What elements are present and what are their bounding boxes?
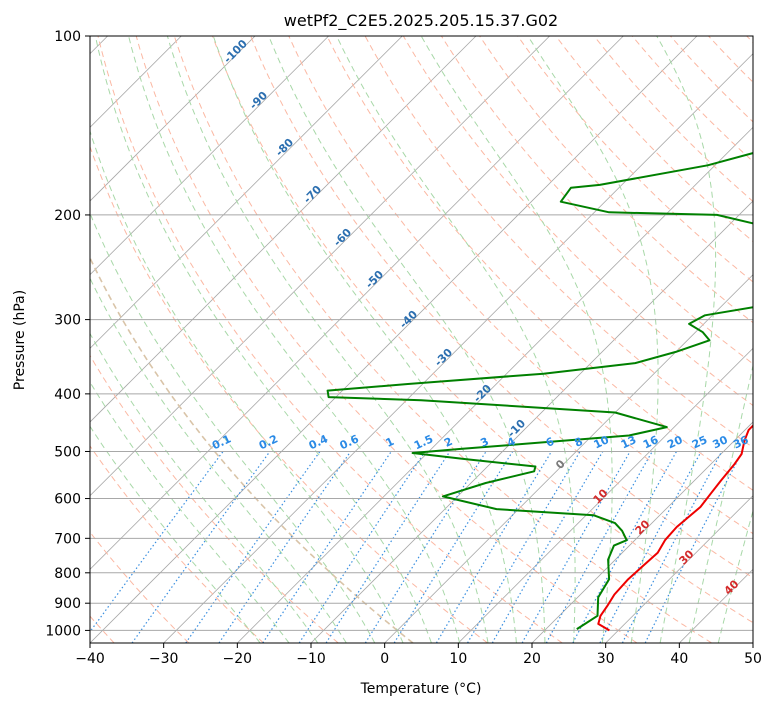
mixing-ratio-line xyxy=(131,451,271,643)
moist-adiabat xyxy=(90,332,319,643)
y-tick-label: 800 xyxy=(54,566,81,582)
mixing-ratio-line xyxy=(599,451,702,643)
isotherm-line xyxy=(90,36,329,276)
moist-adiabat xyxy=(420,36,613,643)
y-tick-label: 500 xyxy=(54,444,81,460)
isotherm-line xyxy=(531,421,753,643)
y-tick-label: 900 xyxy=(54,596,81,612)
dry-adiabat xyxy=(326,36,753,491)
moist-adiabat xyxy=(90,211,376,643)
y-axis-label: Pressure (hPa) xyxy=(12,290,28,390)
mixing-ratio-line xyxy=(572,451,678,643)
mixing-ratio-line xyxy=(435,451,553,643)
y-tick-label: 700 xyxy=(54,531,81,547)
moist-adiabat xyxy=(90,425,261,643)
profiles xyxy=(326,152,753,632)
mixing-ratio-label: 13 xyxy=(619,433,638,451)
y-tick-label: 1000 xyxy=(45,623,81,639)
mixing-ratio-line xyxy=(218,451,352,643)
x-tick-label: 10 xyxy=(449,651,467,667)
mixing-ratio-line xyxy=(545,451,653,643)
isotherm-line xyxy=(90,36,256,202)
x-tick-label: 50 xyxy=(744,651,762,667)
mixing-ratio-line xyxy=(298,451,426,643)
temperature-line xyxy=(597,424,753,632)
isotherm-line xyxy=(90,36,403,349)
mixing-ratio-line xyxy=(364,451,487,643)
x-tick-label: 40 xyxy=(670,651,688,667)
isotherm-line xyxy=(458,347,753,643)
y-axis: 100 200 300 400 500 600 700 800 900 1000 xyxy=(45,29,90,639)
x-tick-label: −10 xyxy=(296,651,326,667)
moist-adiabat xyxy=(94,36,432,643)
x-axis: −40 −30 −20 −10 0 10 20 30 40 50 xyxy=(75,643,762,667)
isotherm-line xyxy=(90,36,624,570)
isotherm-line xyxy=(90,36,477,423)
moist-adiabat xyxy=(90,277,347,643)
moist-adiabat xyxy=(166,36,489,643)
x-axis-label: Temperature (°C) xyxy=(360,681,482,697)
moist-adiabat xyxy=(90,381,290,643)
x-tick-label: 30 xyxy=(597,651,615,667)
x-tick-label: −30 xyxy=(149,651,179,667)
background-grid xyxy=(90,36,753,643)
x-tick-label: −40 xyxy=(75,651,105,667)
dry-adiabat xyxy=(212,36,753,624)
dry-adiabat xyxy=(288,36,753,535)
dry-adiabat xyxy=(97,36,563,643)
moist-adiabat xyxy=(128,36,461,643)
moist-adiabat xyxy=(527,36,659,643)
mixing-ratio-label: 36 xyxy=(731,433,751,451)
y-tick-label: 200 xyxy=(54,208,81,224)
y-tick-label: 600 xyxy=(54,492,81,508)
isotherm-line xyxy=(90,36,550,497)
x-tick-label: 0 xyxy=(380,651,389,667)
mixing-ratio-label: 20 xyxy=(665,433,685,451)
isotherm-line xyxy=(90,36,698,643)
dry-adiabat xyxy=(517,36,753,283)
mixing-ratio-line xyxy=(90,451,224,633)
plot-area xyxy=(90,36,753,643)
moist-adiabat xyxy=(212,36,517,643)
y-tick-label: 400 xyxy=(54,387,81,403)
isobar-gridlines xyxy=(90,36,753,631)
dry-adiabat xyxy=(90,354,339,643)
dry-adiabat xyxy=(250,36,753,579)
moist-adiabat xyxy=(688,363,753,643)
moist-adiabat xyxy=(717,509,753,643)
dry-adiabat xyxy=(90,445,264,643)
moist-adiabat xyxy=(336,36,576,643)
isotherm-line xyxy=(605,495,753,643)
mixing-ratio-line xyxy=(325,451,451,643)
mixing-ratio-line xyxy=(185,451,321,643)
mixing-ratio-label: 16 xyxy=(641,433,661,451)
mixing-ratio-label: 10 xyxy=(592,433,612,451)
plot-frame xyxy=(89,35,754,644)
isotherm-line xyxy=(384,274,753,643)
x-tick-label: −20 xyxy=(223,651,253,667)
mixing-ratio-label: 25 xyxy=(690,433,709,451)
x-tick-label: 20 xyxy=(523,651,541,667)
isotherm-line xyxy=(237,126,753,643)
dewpoint-line xyxy=(326,152,753,630)
isotherm-line xyxy=(752,642,753,643)
y-tick-label: 300 xyxy=(54,313,81,329)
isotherm-line xyxy=(163,53,753,643)
mixing-ratio-label: 30 xyxy=(711,433,731,451)
moist-adiabat xyxy=(656,36,717,643)
mixing-ratio-line xyxy=(262,451,392,643)
dry-adiabat xyxy=(90,256,414,643)
moist-adiabat xyxy=(268,36,546,643)
y-tick-label: 100 xyxy=(54,29,81,45)
dry-adiabat xyxy=(173,36,712,643)
chart-title: wetPf2_C2E5.2025.205.15.37.G02 xyxy=(284,11,558,31)
moist-adiabat xyxy=(90,129,404,643)
